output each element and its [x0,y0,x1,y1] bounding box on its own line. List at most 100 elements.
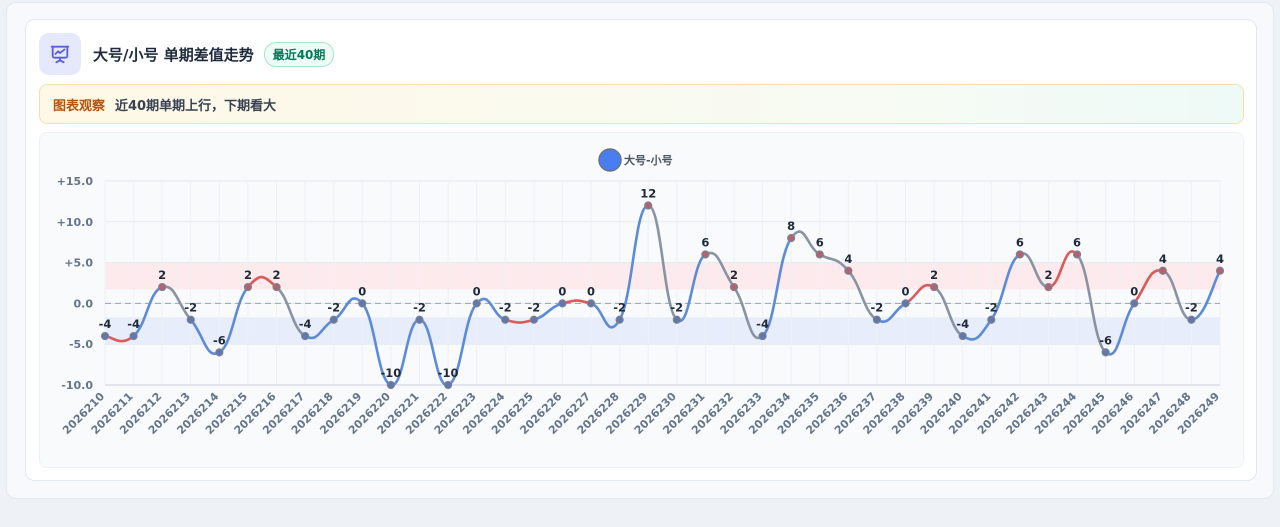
data-point [100,331,110,341]
presentation-chart-icon [39,33,81,75]
data-point [1044,282,1053,292]
data-point [1072,250,1082,259]
data-label: 2 [273,268,281,282]
legend[interactable]: 大号-小号 [598,148,673,172]
series-line-segment [618,204,650,322]
data-point [586,299,596,308]
data-label: -2 [327,301,340,315]
data-label: 6 [1073,235,1081,249]
data-label: -4 [299,317,312,331]
data-label: -2 [613,301,626,315]
legend-label: 大号-小号 [624,153,673,167]
series-line-segment [989,253,1022,322]
data-point [1101,348,1110,357]
chart-card: 大号/小号 单期差值走势 最近40期 图表观察 近40期单期上行，下期看大 +1… [25,19,1257,481]
data-label: 2 [1044,268,1052,282]
data-label: -2 [670,301,683,315]
data-label: -10 [381,366,402,380]
data-label: -2 [413,301,426,315]
data-label: 0 [587,284,595,298]
data-point [987,315,996,324]
y-tick-label: -5.0 [69,338,93,351]
data-label: -2 [871,301,884,315]
data-point [1130,299,1139,308]
data-point [901,299,910,308]
data-point [358,299,367,308]
y-tick-label: +10.0 [57,216,94,229]
data-point [443,380,453,390]
data-point [386,380,395,390]
y-tick-label: -10.0 [61,379,93,392]
data-point [415,315,424,324]
data-point [243,282,253,292]
series-line-segment [761,236,793,338]
data-point [701,250,710,259]
series-line-segment [446,302,478,387]
data-point [1015,250,1024,259]
data-point [501,315,510,324]
data-point [329,315,338,324]
data-label: 2 [158,268,166,282]
data-point [815,250,824,259]
data-label: 6 [701,235,709,249]
data-label: 2 [930,268,938,282]
data-point [872,315,882,324]
data-label: 12 [640,186,656,200]
data-point [958,331,967,341]
series-line-segment [732,285,764,340]
data-label: 0 [1130,284,1138,298]
series-line-segment [789,230,822,256]
series-line-segment [218,285,250,354]
data-label: 8 [787,219,795,233]
data-point [186,315,195,324]
trend-chart: +15.0 +10.0 +5.0 0.0 -5.0 -10.0 -4 -4 2 -2 -6 2 2 -4… [57,148,1225,437]
data-point [472,299,481,308]
data-label: -4 [127,317,140,331]
data-point [272,282,281,292]
series-line-segment [1075,253,1107,354]
data-label: -4 [756,317,769,331]
chart-area: +15.0 +10.0 +5.0 0.0 -5.0 -10.0 -4 -4 2 -2 -6 2 2 -4… [39,132,1244,468]
data-point [129,331,138,341]
data-point [729,282,739,292]
data-label: 4 [1159,252,1167,266]
data-point [758,331,767,341]
data-point [529,315,538,324]
data-label: -6 [213,333,226,347]
data-point [787,234,796,243]
data-label: -2 [985,301,998,315]
data-point [301,331,310,341]
series-line-segment [1104,302,1136,356]
data-label: -2 [184,301,197,315]
data-label: 0 [473,284,481,298]
data-point [644,201,653,210]
data-label: 4 [1216,252,1224,266]
series-line-segment [932,285,964,338]
lower-band [105,317,1220,345]
observation-text: 近40期单期上行，下期看大 [115,98,277,114]
data-point [615,315,624,324]
data-point [158,282,167,292]
data-point [215,348,224,357]
y-tick-label: 0.0 [74,297,94,310]
data-label: -4 [99,317,112,331]
data-label: 6 [1016,235,1024,249]
legend-swatch [598,148,622,172]
data-point [1187,315,1196,324]
card-header: 大号/小号 单期差值走势 最近40期 [39,33,335,75]
data-label: -2 [499,301,512,315]
chart-title: 大号/小号 单期差值走势 [93,45,254,64]
data-label: -2 [1185,301,1198,315]
data-point [1215,266,1225,275]
data-label: 6 [816,235,824,249]
observation-banner: 图表观察 近40期单期上行，下期看大 [39,84,1244,124]
y-tick-label: +5.0 [64,257,93,270]
data-point [844,266,853,275]
y-tick-label: +15.0 [57,175,94,188]
data-label: -2 [527,301,540,315]
data-point [930,282,939,292]
data-label: 2 [244,268,252,282]
observation-label: 图表观察 [53,98,106,114]
data-label: 0 [902,284,910,298]
data-label: 0 [558,284,566,298]
